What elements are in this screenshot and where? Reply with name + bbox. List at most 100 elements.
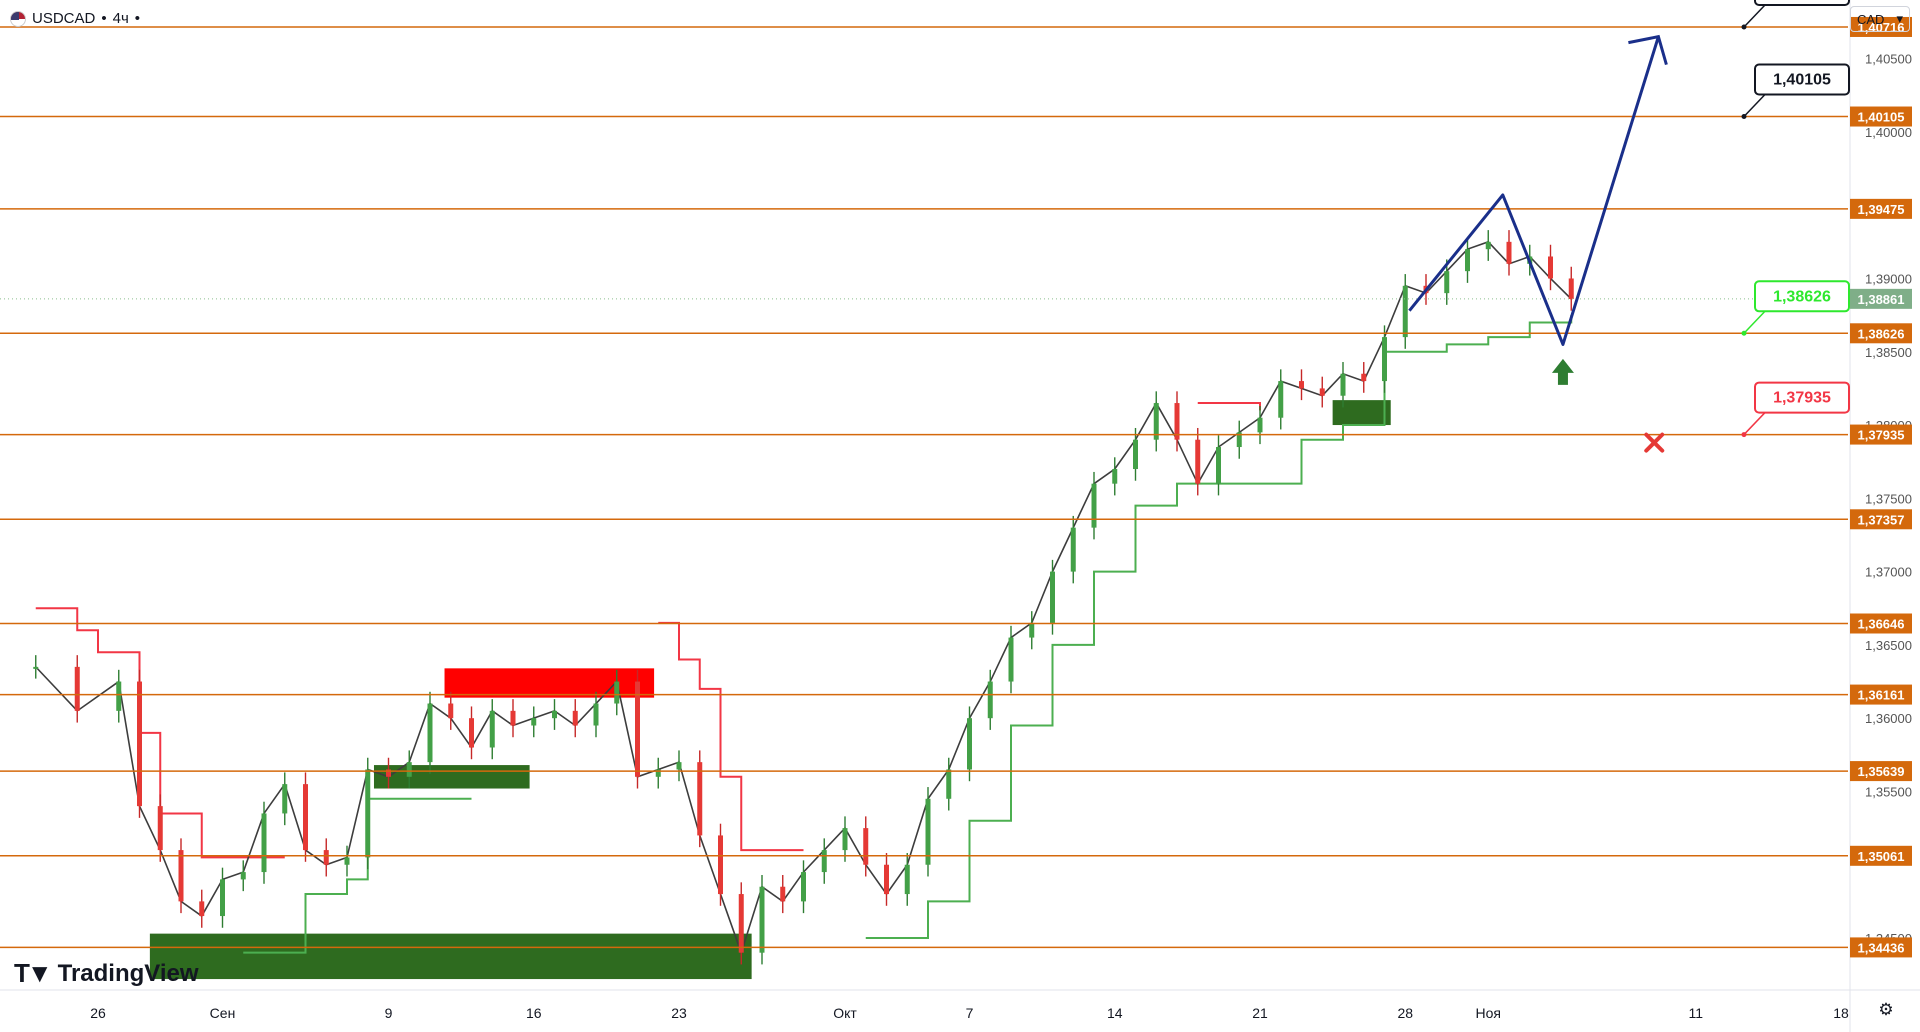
candle-body [614,681,620,704]
time-axis-tick: 14 [1107,1005,1123,1021]
level-badge [1850,845,1912,866]
candle-body [780,886,786,902]
callout-box [1754,63,1850,96]
callout-label: 1,40105 [1773,72,1831,89]
price-axis-tick: 1,37000 [1865,565,1912,580]
price-axis-tick: 1,37500 [1865,491,1912,506]
projection-path [1408,36,1660,346]
level-badge [1850,613,1912,634]
candle-body [821,850,827,873]
level-badge-label: 1,39475 [1858,202,1905,217]
candle-body [406,762,412,777]
time-axis-tick: Ноя [1476,1005,1501,1021]
price-axis-tick: 1,39000 [1865,271,1912,286]
candle-body [1029,622,1035,638]
price-axis-tick: 1,36500 [1865,638,1912,653]
level-badge [1850,684,1912,705]
candle-body [220,879,225,917]
candle-body [1257,417,1263,433]
callout-leader [1743,412,1766,436]
callout-label: 1,37935 [1773,390,1831,407]
candle-body [1506,241,1512,264]
candle-body [1174,403,1180,440]
supply-zone [444,668,655,698]
stop-cross-icon [1644,432,1665,453]
candle-body [967,718,972,770]
chevron-down-icon: ▾ [1896,11,1903,26]
candle-body [427,703,433,763]
price-axis-tick: 1,38500 [1865,345,1912,360]
candle-body [489,710,495,748]
time-axis-tick: 23 [671,1005,687,1021]
candle-body [925,798,931,865]
candle-body [1008,637,1014,682]
candle-body [593,703,599,726]
header-separator: • [134,10,141,27]
candle-body [1112,469,1118,484]
level-badge-label: 1,40105 [1858,110,1905,125]
candle-body [572,710,578,726]
level-badge [1850,198,1912,219]
settings-icon[interactable]: ⚙ [1878,1000,1894,1019]
candle-body [1402,285,1408,338]
price-axis-tick: 1,40500 [1865,52,1912,67]
candle-body [884,864,889,895]
candle-body [655,769,661,777]
candle-body [157,806,163,851]
level-badge-label: 1,37357 [1858,512,1905,527]
up-arrow-icon [1551,358,1574,385]
currency-selector[interactable]: CAD ▾ [1850,6,1910,32]
time-axis-tick: 28 [1397,1005,1413,1021]
time-axis-tick: Окт [833,1005,857,1021]
time-axis-tick: 18 [1833,1005,1849,1021]
symbol-header[interactable]: USDCAD • 4ч • [10,10,140,27]
candle-body [1568,278,1574,299]
price-axis-tick: 1,35500 [1865,784,1912,799]
candle-body [718,835,723,895]
candle-body [261,813,267,873]
callout-anchor [1741,330,1747,336]
symbol-name: USDCAD [32,10,96,27]
level-badge-label: 1,35639 [1858,764,1905,779]
candle-body [116,681,122,711]
candle-body [469,718,474,748]
time-axis-tick: 11 [1688,1005,1703,1021]
time-axis-tick: 26 [90,1005,106,1021]
level-badge-label: 1,38626 [1858,326,1905,341]
candle-body [1216,447,1221,484]
demand-zone [373,765,530,789]
level-badge [1850,937,1912,958]
callout-box [1754,381,1850,414]
candle-body [738,894,744,953]
candle-body [1050,571,1055,623]
candle-body [552,710,557,719]
candle-body [365,769,371,858]
candle-body [1548,256,1553,279]
candle-body [74,666,80,711]
us-flag-icon [10,10,26,27]
currency-value: CAD [1857,11,1885,27]
callout-label: 1,38626 [1773,288,1831,305]
candle-body [178,850,184,902]
candle-body [344,857,350,865]
level-badge-label: 1,34436 [1858,940,1905,955]
price-axis-tick: 1,40000 [1865,125,1912,140]
projection-arrowhead [1628,34,1668,66]
candle-body [1133,439,1138,470]
candle-body [1195,439,1201,484]
candle-body [1444,271,1450,294]
candle-body [801,872,806,902]
candle-body [676,762,682,770]
time-axis-tick: Сен [210,1005,236,1021]
level-badge [1850,424,1912,445]
candle-body [137,681,142,807]
time-axis-tick: 9 [385,1005,393,1021]
candle-body [282,784,288,814]
callout-leader [1743,310,1766,334]
demand-zone [1332,400,1391,426]
candle-body [323,850,329,865]
candle-body [759,886,765,953]
candle-body [240,872,246,880]
candle-body [199,901,205,917]
